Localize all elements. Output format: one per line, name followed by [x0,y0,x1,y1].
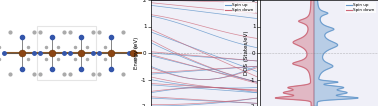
Legend: Spin up, Spin down: Spin up, Spin down [344,2,376,13]
Y-axis label: Energy (eV): Energy (eV) [135,37,139,69]
Bar [37,26,96,80]
Y-axis label: DOS (States/eV): DOS (States/eV) [243,31,248,75]
Legend: Spin up, Spin down: Spin up, Spin down [224,2,255,13]
